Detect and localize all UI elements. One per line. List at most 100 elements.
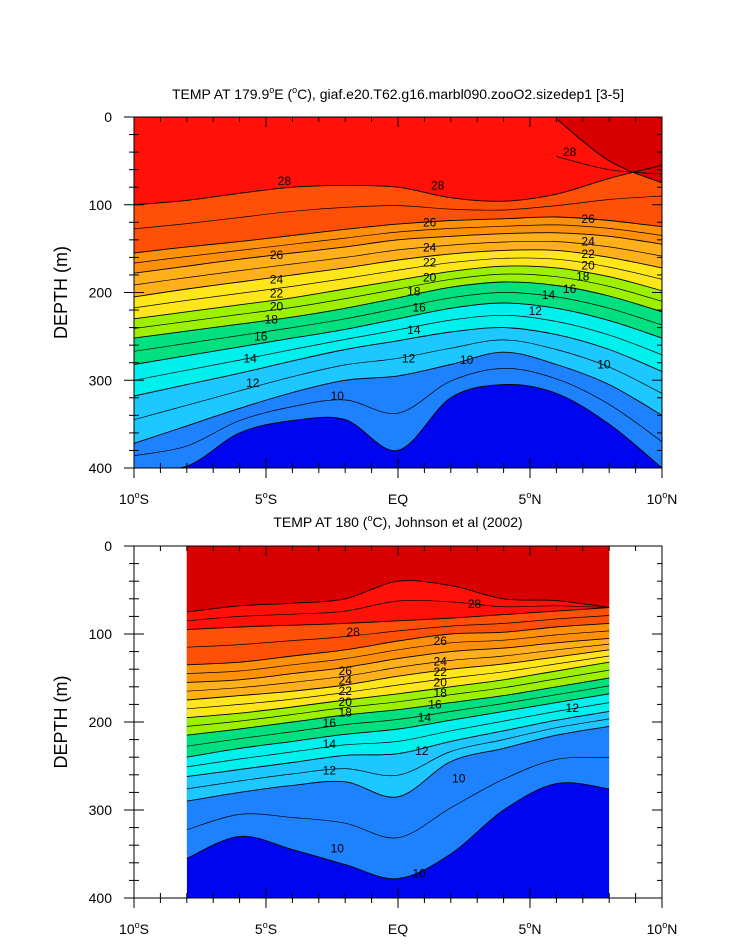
isoline-t28 [134, 164, 662, 206]
isoline-t12 [186, 725, 610, 802]
contour-label: 28 [431, 178, 445, 192]
contour-label: 16 [323, 716, 337, 730]
contour-label: 10 [460, 353, 474, 367]
contour-label: 26 [434, 634, 448, 648]
x-tick-label: 10oS [119, 490, 149, 507]
y-axis-label: DEPTH (m) [51, 676, 71, 769]
contour-label: 26 [423, 215, 437, 229]
contour-label: 24 [270, 272, 284, 286]
isoline-minor [186, 685, 610, 747]
contour-label: 12 [402, 351, 416, 365]
isoline-t22 [186, 649, 610, 701]
y-tick-label: 400 [89, 460, 113, 476]
isoline-t12 [134, 351, 662, 444]
isoline-t18 [134, 281, 662, 339]
x-tick-label: 5oS [255, 490, 277, 507]
contour-label: 18 [434, 686, 448, 700]
isoline-minor [186, 600, 610, 622]
x-tick-label: 10oS [119, 920, 149, 937]
y-axis-label: DEPTH (m) [51, 246, 71, 339]
isoline-t22 [134, 249, 662, 298]
y-tick-label: 0 [104, 538, 112, 554]
x-tick-label: 10oN [647, 920, 678, 937]
y-tick-label: 300 [89, 802, 113, 818]
isoline-minor [134, 339, 662, 421]
isoline-t16 [134, 302, 662, 365]
contour-label: 22 [339, 684, 353, 698]
contour-label: 12 [323, 763, 337, 777]
isoline-minor [186, 702, 610, 768]
fill-above-t29 [186, 546, 610, 612]
x-tick-label: 10oN [647, 490, 678, 507]
contour-label: 16 [254, 329, 268, 343]
contour-label: 26 [339, 664, 353, 678]
isoline-t20 [186, 661, 610, 719]
x-tick-label: 5oN [519, 920, 542, 937]
contour-lines [186, 580, 610, 880]
contour-label: 18 [265, 313, 279, 327]
isoline-t29 [556, 118, 662, 184]
isoline-t28 [186, 607, 610, 631]
contour-label: 24 [339, 674, 353, 688]
isoline-minor [186, 655, 610, 710]
contour-label: 16 [563, 282, 577, 296]
contour-label: 20 [581, 258, 595, 272]
contour-label: 14 [243, 351, 257, 365]
isoline-t18 [186, 677, 610, 736]
isoline-t20 [134, 265, 662, 320]
contour-label: 22 [434, 665, 448, 679]
contour-label: 20 [270, 300, 284, 314]
fill-above-t28 [134, 117, 662, 205]
isoline-minor [134, 273, 662, 329]
y-tick-label: 200 [89, 714, 113, 730]
isoline-t24 [186, 637, 610, 683]
contour-label: 12 [415, 744, 429, 758]
fill-above-t29 [556, 117, 662, 183]
y-tick-label: 0 [104, 109, 112, 125]
isoline-t14 [186, 710, 610, 778]
x-tick-label: EQ [388, 921, 408, 937]
contour-label: 24 [434, 654, 448, 668]
contour-label: 24 [423, 241, 437, 255]
isoline-minor [134, 368, 662, 457]
contour-lines [134, 118, 662, 468]
contour-label: 12 [566, 701, 580, 715]
contour-label: 16 [428, 697, 442, 711]
isoline-minor [186, 615, 610, 648]
isoline-minor [556, 156, 662, 175]
x-tick-label: 5oN [519, 490, 542, 507]
isoline-minor [134, 292, 662, 352]
y-tick-label: 200 [89, 285, 113, 301]
contour-label: 12 [246, 376, 260, 390]
contour-label: 18 [407, 285, 421, 299]
chart-title: TEMP AT 179.9oE (oC), giaf.e20.T62.g16.m… [172, 85, 624, 102]
contour-label: 18 [576, 270, 590, 284]
isoline-t24 [134, 232, 662, 274]
contour-label: 22 [423, 256, 437, 270]
contour-label: 10 [412, 866, 426, 880]
contour-fills [186, 546, 610, 898]
isoline-minor [186, 718, 610, 790]
isoline-t16 [186, 693, 610, 758]
contour-label: 24 [581, 235, 595, 249]
contour-label: 26 [270, 248, 284, 262]
isoline-minor [134, 240, 662, 286]
contour-label: 10 [597, 357, 611, 371]
contour-label: 10 [452, 771, 466, 785]
isoline-minor [186, 669, 610, 727]
contour-label: 20 [434, 675, 448, 689]
isoline-minor [134, 314, 662, 381]
chart-title: TEMP AT 180 (oC), Johnson et al (2002) [273, 513, 522, 530]
contour-fills [134, 117, 662, 468]
contour-label: 14 [407, 323, 421, 337]
isoline-t26 [134, 216, 662, 254]
contour-label: 28 [563, 145, 577, 159]
x-tick-label: EQ [388, 491, 408, 507]
isoline-minor [134, 257, 662, 309]
contour-label: 22 [270, 286, 284, 300]
contour-label: 26 [581, 212, 595, 226]
y-tick-label: 300 [89, 372, 113, 388]
x-tick-label: 5oS [255, 920, 277, 937]
